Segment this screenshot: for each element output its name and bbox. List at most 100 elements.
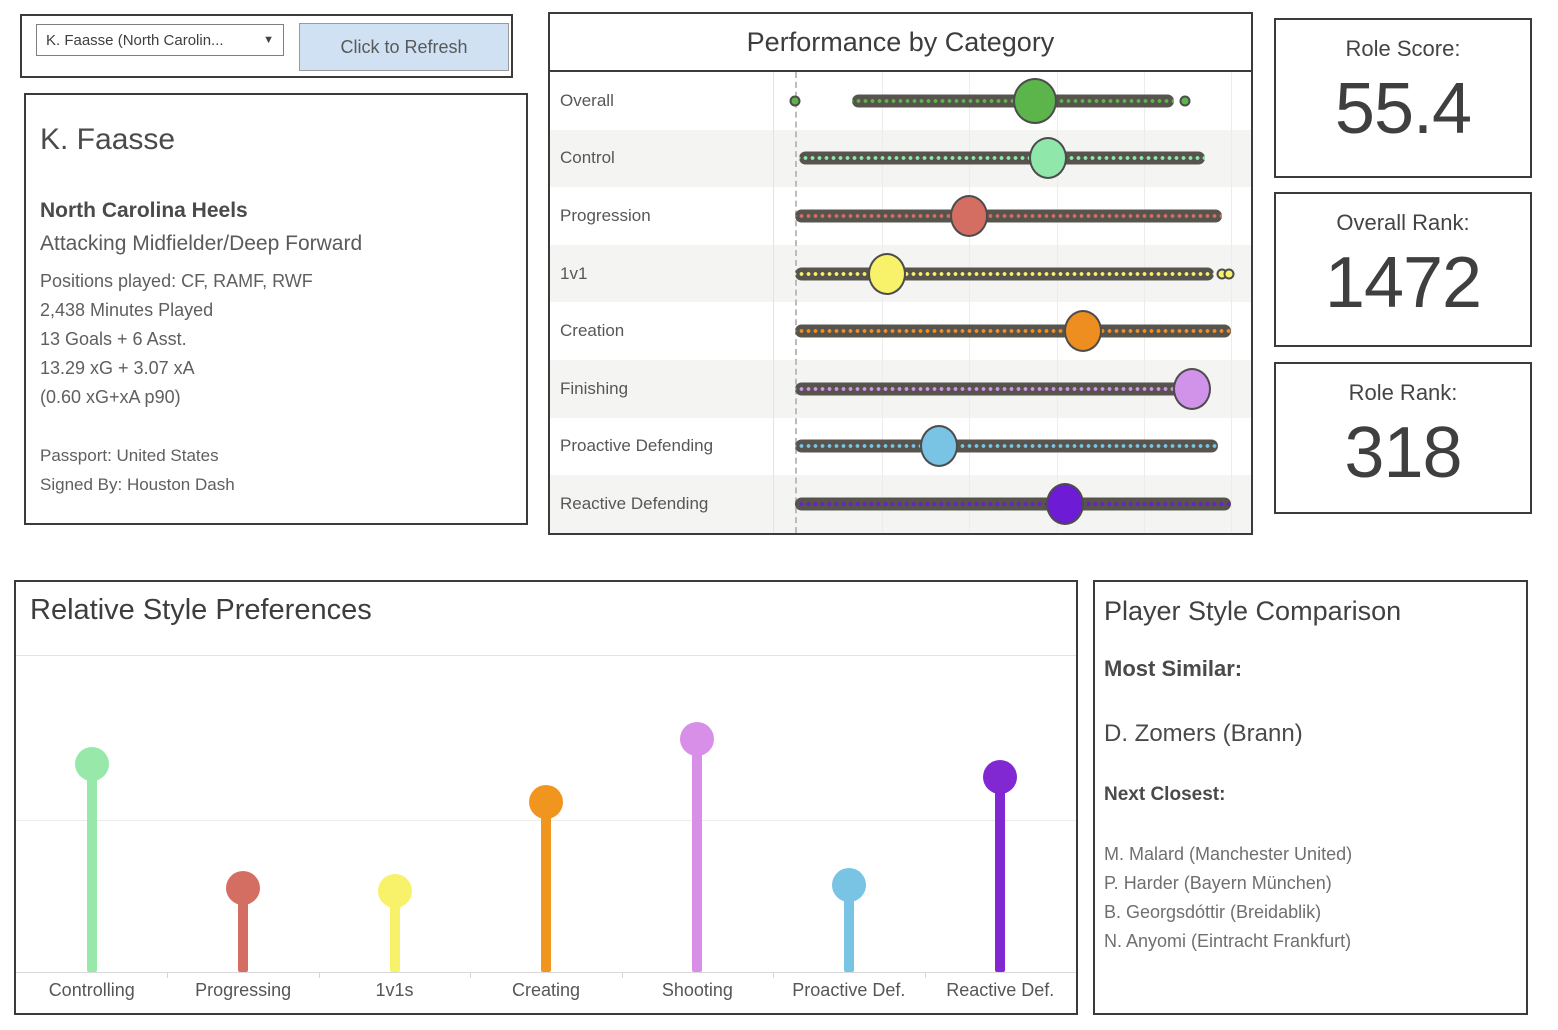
perf-row-creation: Creation	[550, 302, 1251, 360]
overall-rank-value: 1472	[1324, 243, 1482, 323]
lollipop-stem-1v1s	[389, 891, 400, 972]
lollipop-mark-proactive-def[interactable]	[831, 868, 866, 903]
player-name: K. Faasse	[40, 123, 176, 156]
perf-category-label: Creation	[560, 321, 625, 341]
distribution-strip-finishing	[795, 382, 1210, 396]
player-marker-overall[interactable]	[1012, 77, 1057, 124]
performance-chart-panel: Performance by Category Overall Control Pr…	[548, 12, 1253, 535]
role-score-value: 55.4	[1334, 69, 1472, 149]
next-closest-item: N. Anyomi (Eintracht Frankfurt)	[1104, 931, 1352, 951]
next-closest-item: P. Harder (Bayern München)	[1104, 873, 1332, 893]
player-stat-lines: Positions played: CF, RAMF, RWF 2,438 Min…	[40, 267, 313, 412]
style-axis-label-reactive-def: Reactive Def.	[946, 980, 1055, 1000]
player-select-dropdown[interactable]: K. Faasse (North Carolin... ▼	[36, 24, 284, 56]
distribution-strip-reactive-defending	[795, 497, 1231, 511]
distribution-strip-control	[799, 151, 1205, 165]
lollipop-stem-creating	[541, 801, 551, 972]
style-axis-tick	[470, 972, 472, 978]
style-preferences-panel: Relative Style Preferences Controlling Pr…	[14, 580, 1078, 1015]
style-axis-tick	[924, 972, 926, 978]
perf-category-label: Progression	[560, 205, 651, 225]
lollipop-stem-reactive-def	[995, 777, 1006, 972]
perf-gridline	[1056, 72, 1058, 533]
lollipop-mark-creating[interactable]	[529, 784, 563, 819]
next-closest-item: M. Malard (Manchester United)	[1104, 844, 1353, 864]
player-select-value: K. Faasse (North Carolin...	[46, 31, 224, 49]
perf-row-control: Control	[550, 129, 1251, 188]
perf-category-label: Proactive Defending	[560, 436, 714, 456]
player-stat-line: 2,438 Minutes Played	[40, 300, 214, 320]
style-axis-label-shooting: Shooting	[661, 980, 733, 1000]
player-role: Attacking Midfielder/Deep Forward	[40, 232, 363, 255]
player-marker-creation[interactable]	[1063, 310, 1102, 353]
refresh-button[interactable]: Click to Refresh	[299, 23, 509, 71]
perf-row-reactive-defending: Reactive Defending	[550, 475, 1251, 533]
style-axis-tick	[773, 972, 775, 978]
player-info-card: K. Faasse North Carolina Heels Attacking…	[24, 93, 528, 525]
perf-category-label: Finishing	[560, 378, 629, 398]
lollipop-stem-proactive-def	[843, 885, 854, 972]
perf-row-1v1: 1v1	[550, 244, 1251, 303]
player-marker-progression[interactable]	[950, 194, 989, 237]
distribution-strip-progression	[795, 209, 1223, 223]
lollipop-mark-controlling[interactable]	[74, 746, 109, 781]
role-rank-box: Role Rank: 318	[1274, 362, 1532, 514]
style-preferences-title: Relative Style Preferences	[30, 594, 372, 626]
role-rank-label: Role Rank:	[1348, 380, 1458, 405]
perf-category-label: Control	[560, 148, 615, 168]
lollipop-mark-1v1s[interactable]	[377, 874, 412, 909]
player-footer-line: Signed By: Houston Dash	[40, 475, 235, 494]
perf-gridline	[969, 72, 971, 533]
most-similar-label: Most Similar:	[1104, 656, 1243, 681]
overall-rank-box: Overall Rank: 1472	[1274, 192, 1532, 347]
caret-down-icon: ▼	[263, 34, 274, 46]
role-score-box: Role Score: 55.4	[1274, 18, 1532, 178]
lollipop-stem-progressing	[238, 888, 249, 972]
perf-category-label: Overall	[560, 90, 614, 110]
perf-gridline	[1231, 72, 1232, 533]
lollipop-mark-progressing[interactable]	[226, 871, 261, 906]
next-closest-item: B. Georgsdóttir (Breidablik)	[1104, 902, 1322, 922]
perf-reference-line	[795, 72, 797, 533]
player-marker-reactive-defending[interactable]	[1046, 482, 1085, 525]
style-axis-label-creating: Creating	[511, 980, 580, 1000]
player-marker-finishing[interactable]	[1172, 367, 1211, 410]
perf-category-label: Reactive Defending	[560, 493, 709, 513]
perf-row-proactive-defending: Proactive Defending	[550, 418, 1251, 476]
player-stat-line: (0.60 xG+xA p90)	[40, 387, 181, 407]
player-marker-control[interactable]	[1028, 137, 1067, 180]
style-axis-tick	[167, 972, 169, 978]
performance-chart-title: Performance by Category	[550, 14, 1251, 72]
player-stat-line: 13.29 xG + 3.07 xA	[40, 358, 195, 378]
distribution-strip-1v1	[795, 267, 1214, 281]
player-marker-proactive-defending[interactable]	[919, 425, 958, 468]
next-closest-label: Next Closest:	[1104, 784, 1226, 805]
perf-row-overall: Overall	[550, 72, 1251, 130]
style-axis-tick	[318, 972, 320, 978]
lollipop-mark-shooting[interactable]	[680, 722, 715, 757]
perf-row-progression: Progression	[550, 187, 1251, 245]
most-similar-player: D. Zomers (Brann)	[1104, 720, 1303, 747]
player-footer-line: Passport: United States	[40, 446, 219, 465]
outlier-dot-overall	[1179, 95, 1191, 107]
style-preferences-plot	[16, 655, 1076, 973]
style-axis-tick	[621, 972, 623, 978]
style-axis-label-proactive-def: Proactive Def.	[792, 980, 906, 1000]
distribution-strip-proactive-defending	[795, 439, 1218, 453]
player-team: North Carolina Heels	[40, 199, 248, 222]
player-stat-line: 13 Goals + 6 Asst.	[40, 329, 187, 349]
style-axis-label-controlling: Controlling	[48, 980, 135, 1000]
style-comparison-panel: Player Style Comparison Most Similar: D.…	[1093, 580, 1528, 1015]
lollipop-stem-shooting	[692, 739, 703, 972]
performance-chart-plot: Overall Control Progression 1v1 Creation Fini…	[550, 72, 1251, 533]
role-rank-value: 318	[1344, 413, 1462, 493]
perf-category-label: 1v1	[560, 263, 588, 283]
player-marker-1v1[interactable]	[867, 252, 906, 295]
style-comparison-title: Player Style Comparison	[1104, 596, 1402, 626]
lollipop-stem-controlling	[86, 763, 97, 972]
lollipop-mark-reactive-def[interactable]	[983, 760, 1018, 795]
style-axis-label-1v1s: 1v1s	[375, 980, 414, 1000]
player-footer-lines: Passport: United States Signed By: Housto…	[40, 441, 235, 499]
perf-gridline	[882, 72, 884, 533]
